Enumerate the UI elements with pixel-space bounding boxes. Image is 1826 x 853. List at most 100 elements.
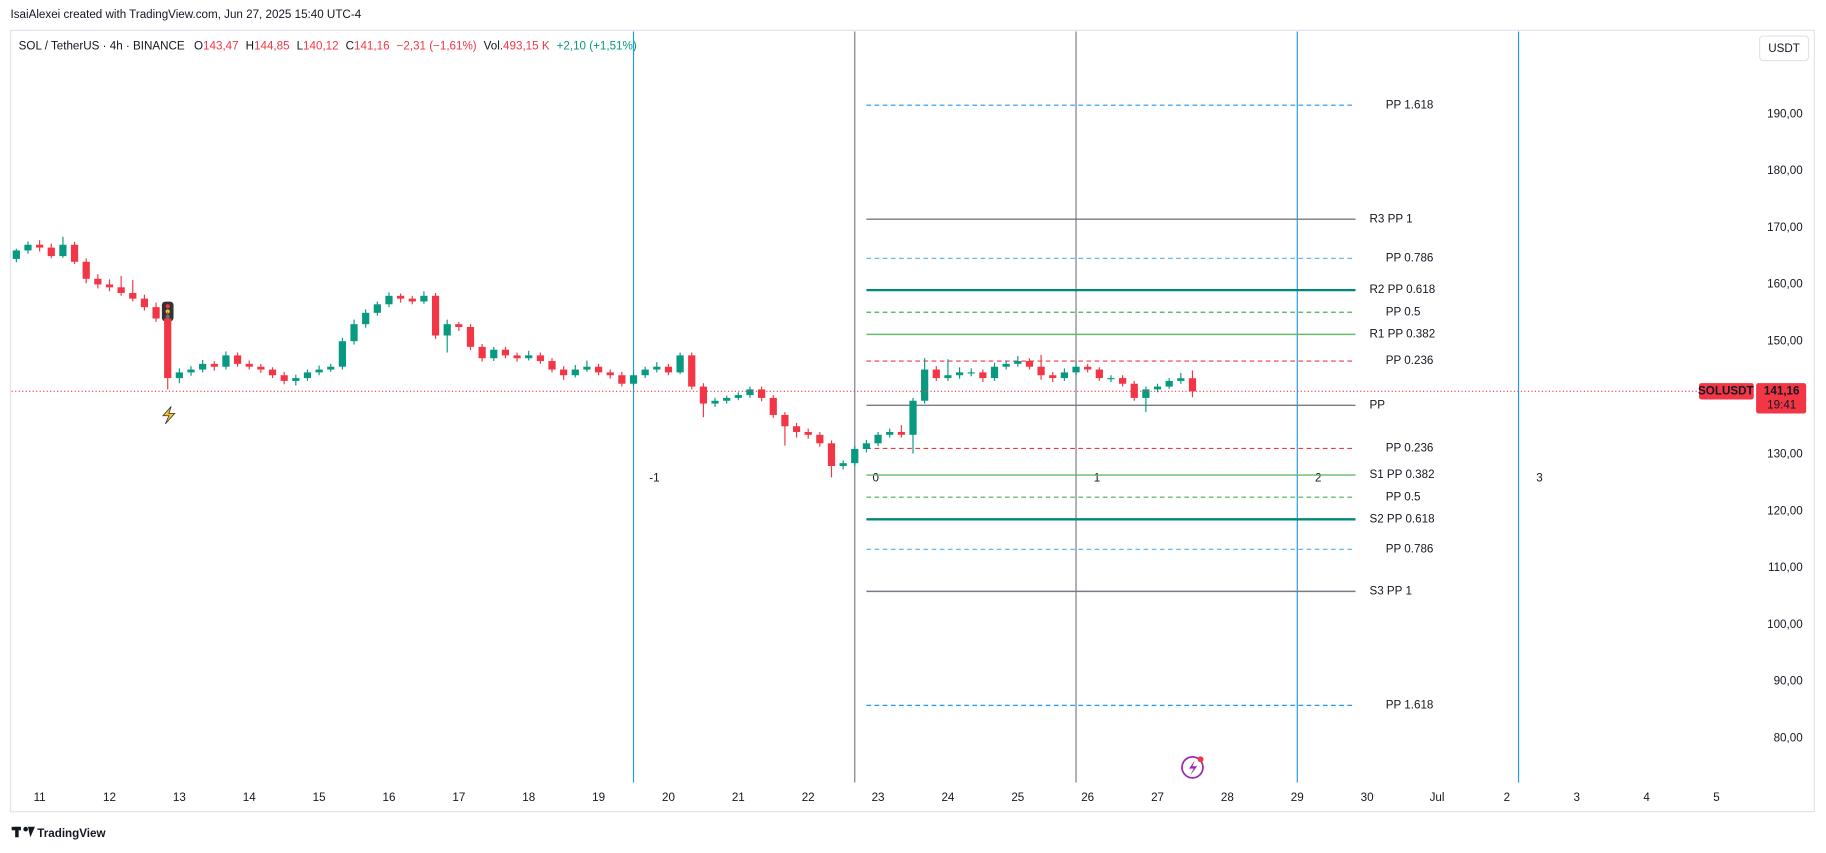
- candle-body: [466, 327, 475, 347]
- candle-body: [245, 363, 253, 367]
- candle-body: [12, 250, 20, 259]
- x-tick-label: 24: [941, 791, 954, 804]
- candle-body: [1025, 361, 1034, 367]
- candle-body: [1119, 378, 1127, 384]
- cycle-label: 1: [1094, 472, 1100, 485]
- volume: 493,15 K: [503, 40, 550, 53]
- flash-icon: [162, 406, 176, 425]
- candle-body: [606, 372, 614, 376]
- legend-value: 141,16: [354, 40, 390, 53]
- candle-body: [1014, 361, 1022, 364]
- candle-body: [886, 431, 894, 435]
- candle-body: [140, 298, 149, 308]
- footer: TradingView: [37, 827, 106, 840]
- footer-logo: [11, 826, 35, 838]
- candle-body: [641, 369, 649, 376]
- y-tick-label: 170,00: [1767, 221, 1803, 234]
- cycle-label: 3: [1536, 472, 1542, 485]
- candle-body: [897, 431, 905, 435]
- candle-body: [676, 355, 684, 373]
- pivot-label: PP 0.5: [1386, 305, 1421, 318]
- legend-change: −2,31 (−1,61%): [397, 40, 477, 53]
- candle-body: [932, 369, 940, 379]
- y-tick-label: 160,00: [1767, 278, 1803, 291]
- pivot-label: R2 PP 0.618: [1369, 283, 1435, 296]
- x-tick-label: 5: [1713, 791, 1719, 804]
- candle-body: [350, 324, 358, 342]
- candle-body: [152, 307, 160, 319]
- pivot-label: PP 0.786: [1386, 251, 1434, 264]
- candle-body: [711, 400, 719, 404]
- candle-body: [385, 295, 393, 305]
- candle-body: [362, 312, 370, 325]
- y-tick-label: 150,00: [1767, 334, 1803, 347]
- x-tick-label: 25: [1011, 791, 1024, 804]
- candle-body: [594, 366, 603, 373]
- legend-key: C: [346, 40, 354, 53]
- pivot-label: PP 1.618: [1386, 98, 1434, 111]
- candle-body: [921, 369, 929, 401]
- candle-body: [199, 363, 207, 370]
- pivot-label: PP 0.786: [1386, 542, 1434, 555]
- candle-body: [129, 292, 137, 299]
- candle-body: [583, 366, 591, 370]
- legend-key: L: [297, 40, 304, 53]
- candle-body: [967, 372, 975, 374]
- y-tick-label: 110,00: [1768, 561, 1803, 574]
- legend-value: 143,47: [203, 40, 239, 53]
- x-tick-label: 3: [1574, 791, 1580, 804]
- candle-body: [525, 355, 533, 359]
- x-tick-label: 23: [872, 791, 885, 804]
- candle-body: [187, 369, 195, 373]
- candle-body: [804, 431, 812, 435]
- symbol: SOL / TetherUS · 4h · BINANCE: [19, 40, 185, 53]
- symbol-tag: [1699, 383, 1754, 400]
- candle-body: [699, 386, 707, 404]
- candle-body: [618, 375, 626, 384]
- candle-body: [1095, 369, 1103, 379]
- legend-extra: +2,10 (+1,51%): [557, 40, 637, 53]
- x-tick-label: 27: [1151, 791, 1164, 804]
- candle-body: [839, 463, 847, 466]
- candle-body: [303, 372, 312, 379]
- x-tick-label: 29: [1291, 791, 1304, 804]
- candle-body: [851, 448, 859, 464]
- countdown: 19:41: [1767, 398, 1796, 411]
- alert-icon[interactable]: [1181, 756, 1204, 779]
- candle-body: [373, 304, 381, 313]
- candle-body: [1072, 366, 1080, 373]
- signal-icon: [161, 301, 174, 322]
- candle-body: [257, 366, 265, 370]
- x-tick-label: 28: [1221, 791, 1234, 804]
- currency-box[interactable]: [1759, 35, 1810, 62]
- pivot-label: S1 PP 0.382: [1369, 468, 1434, 481]
- candle-body: [746, 389, 754, 396]
- candle-body: [664, 366, 673, 373]
- currency[interactable]: USDT: [1768, 42, 1800, 55]
- candle-body: [82, 261, 90, 279]
- candle-body: [781, 414, 789, 427]
- x-tick-label: 20: [662, 791, 675, 804]
- y-tick-label: 120,00: [1767, 504, 1803, 517]
- legend-key: O: [194, 40, 203, 53]
- candle-body: [1002, 363, 1010, 367]
- candle-body: [36, 244, 44, 248]
- x-tick-label: 22: [802, 791, 815, 804]
- candle-body: [420, 295, 428, 302]
- candle-body: [827, 443, 836, 466]
- x-tick-label: 21: [732, 791, 745, 804]
- candle-body: [280, 375, 288, 381]
- candle-body: [292, 378, 300, 381]
- y-tick-label: 80,00: [1774, 731, 1804, 744]
- pivot-label: R3 PP 1: [1369, 212, 1412, 225]
- x-tick-label: 19: [592, 791, 605, 804]
- candle-body: [862, 443, 871, 449]
- legend-text: SOL / TetherUS · 4h · BINANCE O143,47 H144…: [19, 40, 637, 53]
- legend-key: H: [246, 40, 254, 53]
- candle-body: [408, 298, 416, 302]
- candle-body: [478, 346, 486, 359]
- candle-body: [233, 355, 242, 364]
- x-tick-label: 17: [452, 791, 465, 804]
- candle-body: [1153, 386, 1162, 390]
